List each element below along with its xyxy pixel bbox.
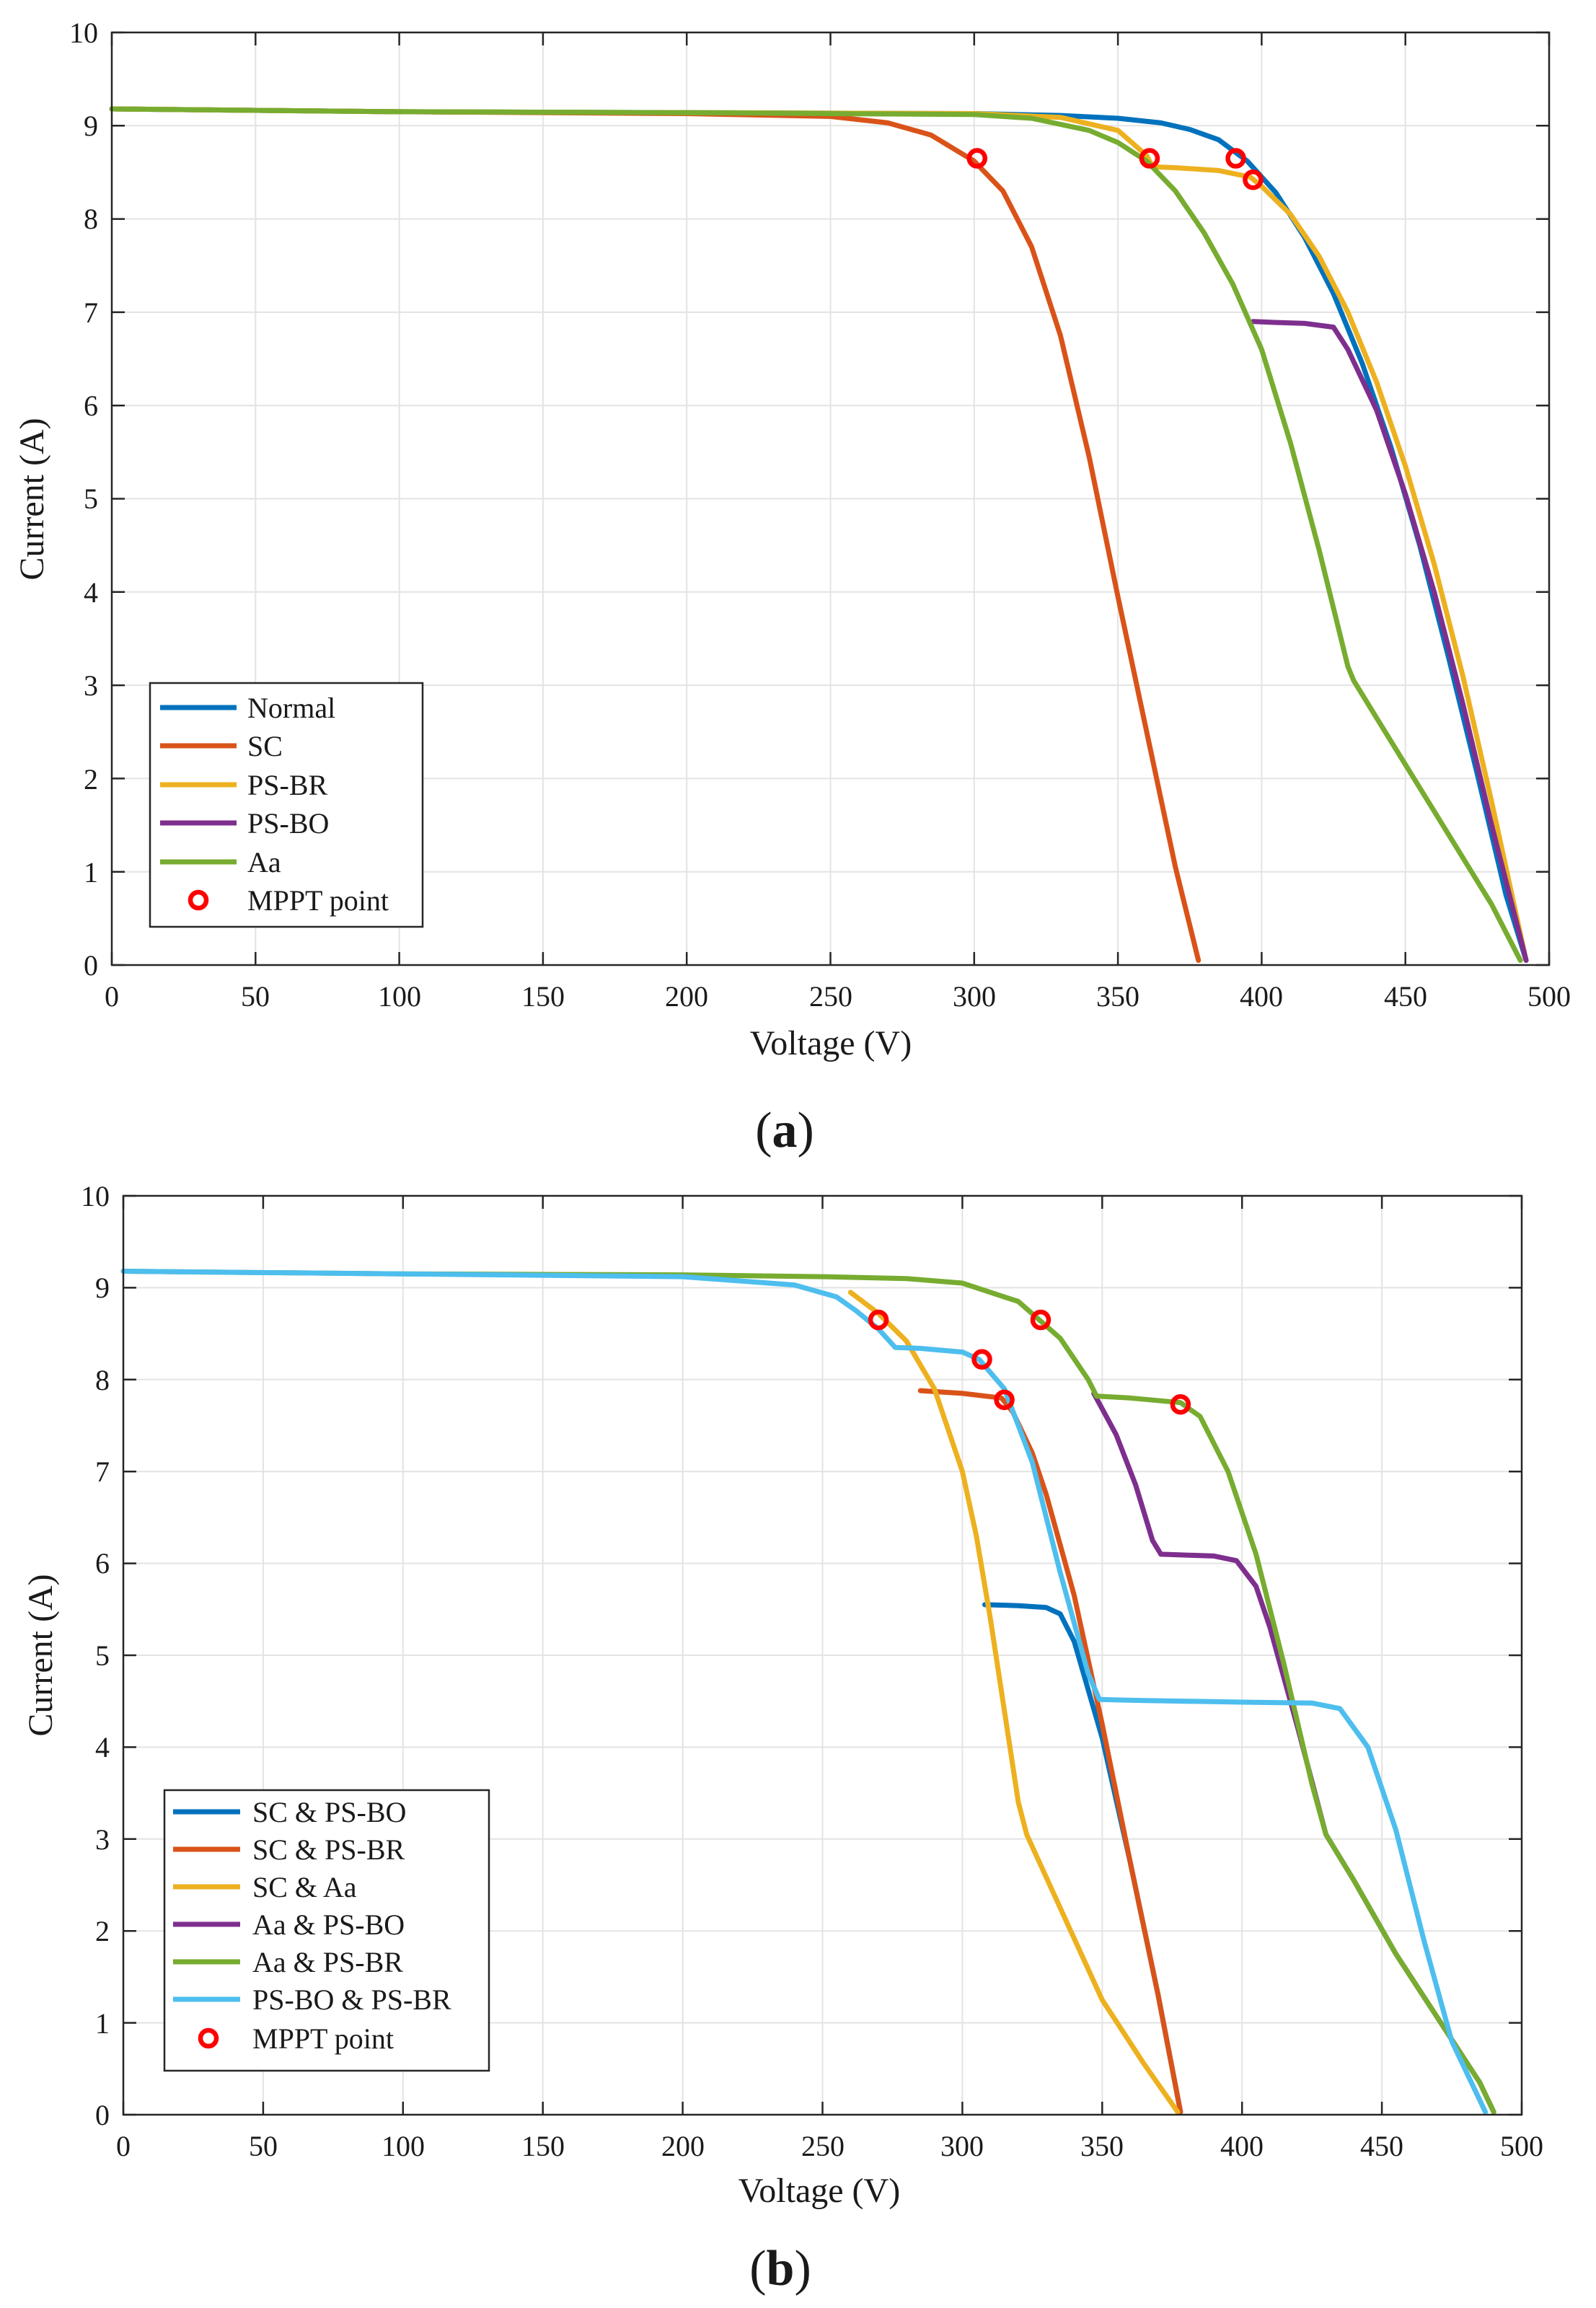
x-tick-label: 50 [249, 2130, 278, 2162]
series-line-ps-bo-ps-br [120, 1269, 1489, 2115]
legend-a: Normal SC PS-BR PS-BO Aa MPPT point [149, 682, 424, 928]
chart-a: 0 1 2 3 4 5 6 7 8 9 10 0 50 100 150 200 … [13, 17, 1571, 1158]
series-line-ps-bo [1250, 319, 1529, 963]
x-tick-label: 100 [378, 980, 421, 1013]
y-tick-label: 6 [95, 1547, 110, 1580]
legend-label: PS-BR [247, 769, 327, 801]
legend-box-a [149, 682, 424, 928]
x-tick-label: 0 [116, 2130, 131, 2162]
x-tick-label: 50 [241, 980, 270, 1013]
curves-b [120, 1269, 1496, 2115]
mppt-point [1030, 1309, 1051, 1331]
y-tick-label: 3 [84, 669, 98, 702]
y-tick-label: 7 [95, 1455, 110, 1488]
x-tick-label: 150 [521, 980, 565, 1013]
y-tick-label: 10 [81, 1180, 110, 1212]
y-tick-label: 8 [95, 1364, 110, 1396]
x-tick-label: 500 [1527, 980, 1571, 1013]
x-tick-label: 250 [809, 980, 852, 1013]
panel-label-b: (b) [749, 2241, 811, 2296]
x-axis-label-b: Voltage (V) [739, 2172, 900, 2210]
legend-label: PS-BO [247, 807, 329, 840]
mppt-points-a [966, 148, 1264, 190]
x-tick-label: 100 [382, 2130, 425, 2162]
y-tick-label: 1 [95, 2007, 110, 2040]
y-tick-label: 0 [84, 949, 98, 982]
y-tick-label: 2 [95, 1915, 110, 1947]
series-line-aa [109, 106, 1523, 963]
x-tick-label: 300 [940, 2130, 984, 2162]
mppt-point [868, 1309, 889, 1331]
y-axis-label-a: Current (A) [13, 418, 51, 580]
x-tick-label: 200 [665, 980, 708, 1013]
y-tick-label: 8 [84, 203, 98, 235]
x-tick-label: 350 [1080, 2130, 1124, 2162]
y-tick-labels-b: 0 1 2 3 4 5 6 7 8 9 10 [81, 1180, 110, 2131]
legend-label: Aa & PS-BR [252, 1946, 403, 1978]
y-tick-label: 10 [69, 17, 98, 49]
legend-label: SC & PS-BR [252, 1833, 405, 1866]
y-tick-label: 5 [95, 1639, 110, 1672]
x-tick-label: 400 [1240, 980, 1283, 1013]
chart-b: 0 1 2 3 4 5 6 7 8 9 10 0 50 100 150 200 … [22, 1180, 1543, 2296]
x-tick-label: 0 [105, 980, 119, 1013]
legend-label: MPPT point [252, 2022, 394, 2055]
mppt-point [994, 1389, 1015, 1411]
x-tick-labels-a: 0 50 100 150 200 250 300 350 400 450 500 [105, 980, 1571, 1013]
legend-label: Aa & PS-BO [252, 1908, 405, 1941]
legend-marker [198, 2027, 219, 2049]
series-line-sc-ps-br [917, 1388, 1183, 2115]
legend-label: PS-BO & PS-BR [252, 1983, 451, 2016]
x-tick-label: 500 [1500, 2130, 1543, 2162]
mppt-point [1139, 148, 1160, 169]
y-tick-label: 4 [84, 576, 98, 609]
ticks-b [122, 1194, 1523, 2116]
y-tick-label: 1 [84, 856, 98, 889]
y-axis-label-b: Current (A) [22, 1574, 60, 1736]
ticks-a [110, 31, 1551, 966]
curves-a [109, 106, 1529, 963]
y-tick-label: 3 [95, 1823, 110, 1856]
mppt-point [1225, 148, 1246, 169]
mppt-point [971, 1349, 992, 1370]
x-tick-label: 450 [1360, 2130, 1403, 2162]
x-tick-label: 150 [521, 2130, 565, 2162]
x-tick-label: 400 [1220, 2130, 1264, 2162]
y-tick-label: 5 [84, 483, 98, 515]
y-tick-label: 0 [95, 2099, 110, 2131]
series-line-sc-ps-bo [982, 1602, 1183, 2115]
y-tick-label: 9 [84, 110, 98, 142]
panel-label-a: (a) [755, 1103, 814, 1158]
x-axis-label-a: Voltage (V) [750, 1024, 912, 1062]
legend-label: SC [247, 730, 283, 762]
y-tick-label: 2 [84, 763, 98, 796]
legend-b: SC & PS-BO SC & PS-BR SC & Aa Aa & PS-BO… [163, 1789, 490, 2072]
y-tick-label: 7 [84, 296, 98, 329]
x-tick-label: 450 [1384, 980, 1427, 1013]
x-tick-labels-b: 0 50 100 150 200 250 300 350 400 450 500 [116, 2130, 1543, 2162]
mppt-point [966, 148, 988, 169]
series-line-aa-ps-bo [1091, 1391, 1496, 2115]
x-tick-label: 300 [953, 980, 996, 1013]
legend-marker [188, 889, 209, 911]
series-line-aa-ps-br [120, 1269, 1496, 2115]
mppt-point [1243, 169, 1264, 190]
x-tick-label: 250 [801, 2130, 845, 2162]
mppt-points-b [868, 1309, 1191, 1415]
y-tick-label: 9 [95, 1272, 110, 1304]
legend-label: SC & Aa [252, 1871, 357, 1903]
legend-label: SC & PS-BO [252, 1796, 406, 1828]
mppt-point [1170, 1393, 1191, 1415]
x-tick-label: 350 [1096, 980, 1139, 1013]
legend-box-b [163, 1789, 490, 2072]
legend-label: MPPT point [247, 884, 389, 917]
y-tick-label: 6 [84, 389, 98, 422]
legend-label: Aa [247, 846, 281, 878]
y-tick-label: 4 [95, 1731, 110, 1763]
legend-label: Normal [247, 692, 335, 724]
y-tick-labels-a: 0 1 2 3 4 5 6 7 8 9 10 [69, 17, 98, 982]
x-tick-label: 200 [661, 2130, 705, 2162]
